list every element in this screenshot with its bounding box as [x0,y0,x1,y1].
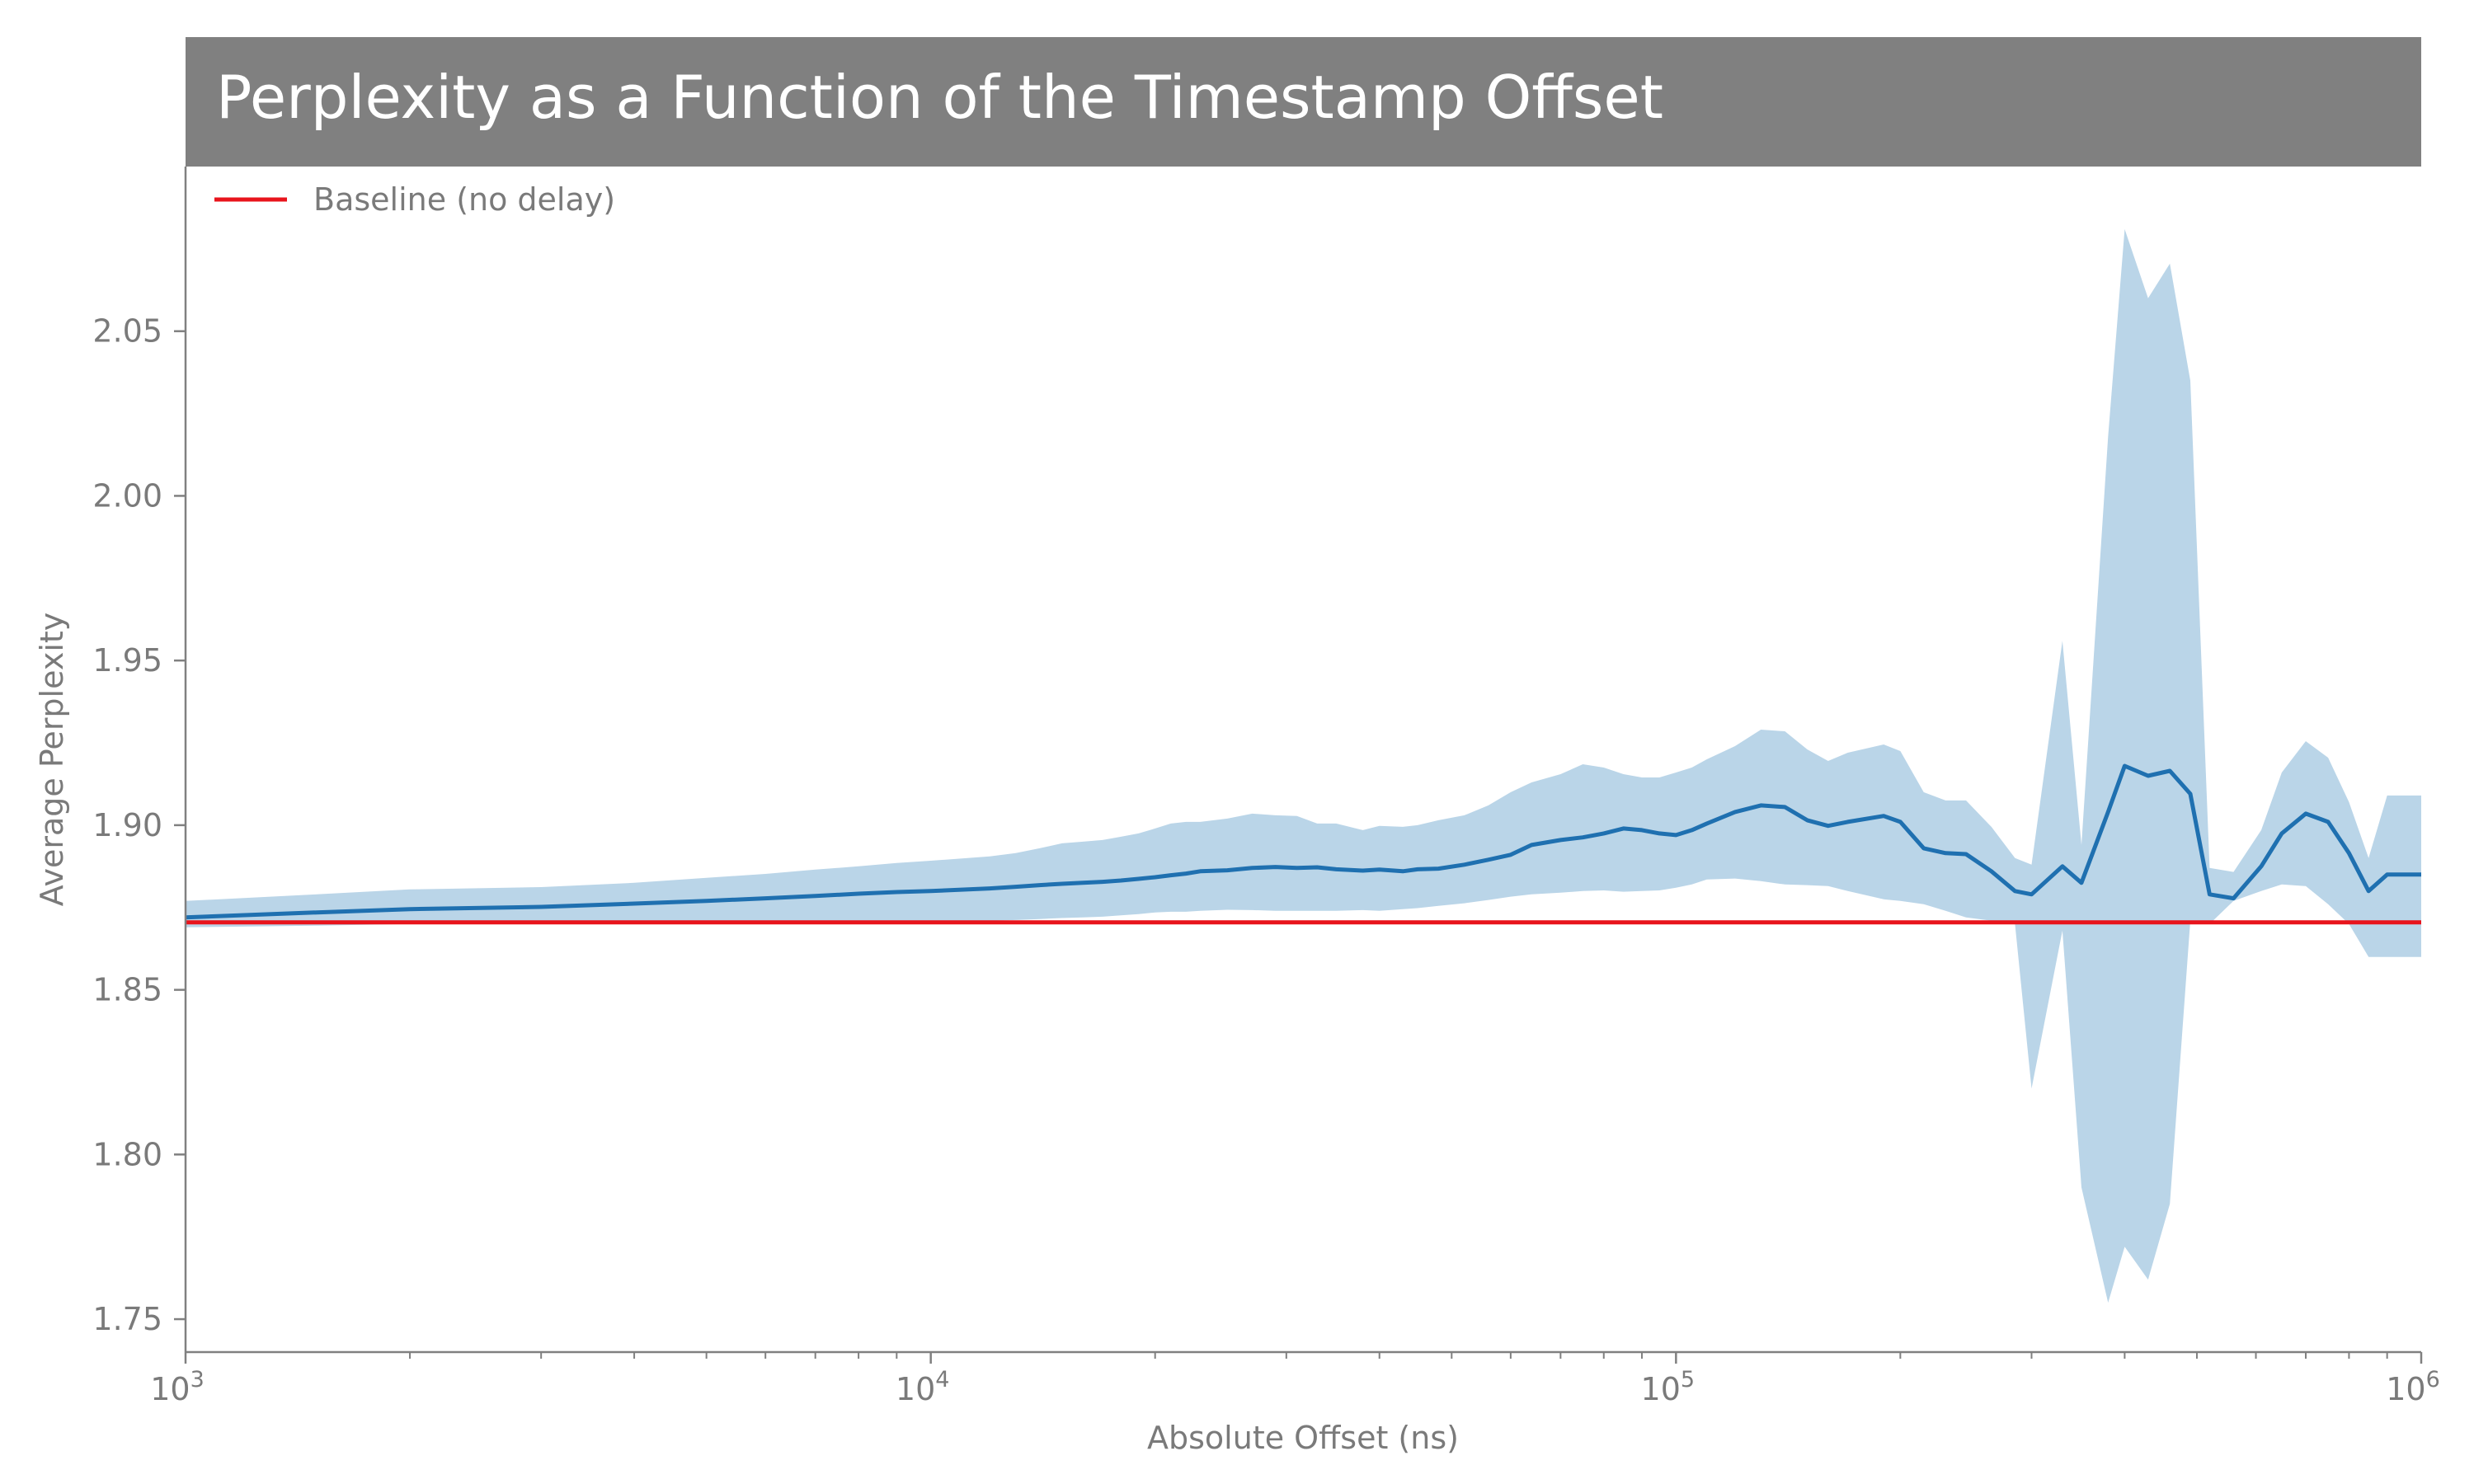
x-axis-title: Absolute Offset (ns) [1147,1420,1459,1456]
x-tick-label: 105 [1641,1367,1696,1407]
x-tick-label: 103 [150,1367,205,1407]
chart-title: Perplexity as a Function of the Timestam… [216,63,1663,132]
axes: 1.75 1.80 1.85 1.90 1.95 2.00 2.05 103 104 105 106 [92,167,2440,1407]
y-tick-label: 2.00 [92,477,162,514]
y-tick-label: 1.90 [92,807,162,843]
mean-line-layer [185,763,2421,920]
y-tick-label: 2.05 [92,313,162,350]
x-tick-label: 106 [2386,1367,2440,1407]
legend-baseline-label: Baseline (no delay) [313,181,615,218]
x-tick-label: 104 [896,1367,950,1407]
y-tick-label: 1.75 [92,1301,162,1337]
title-background [186,37,2421,167]
confidence-band-layer [186,228,2421,1303]
legend: Baseline (no delay) [214,181,615,218]
y-axis-title: Average Perplexity [34,613,70,907]
confidence-band-0 [186,228,2421,1303]
y-tick-label: 1.85 [92,972,162,1008]
y-tick-label: 1.95 [92,642,162,679]
title-bar: Perplexity as a Function of the Timestam… [186,37,2421,167]
mean-line-0 [185,763,2421,920]
y-tick-label: 1.80 [92,1136,162,1172]
